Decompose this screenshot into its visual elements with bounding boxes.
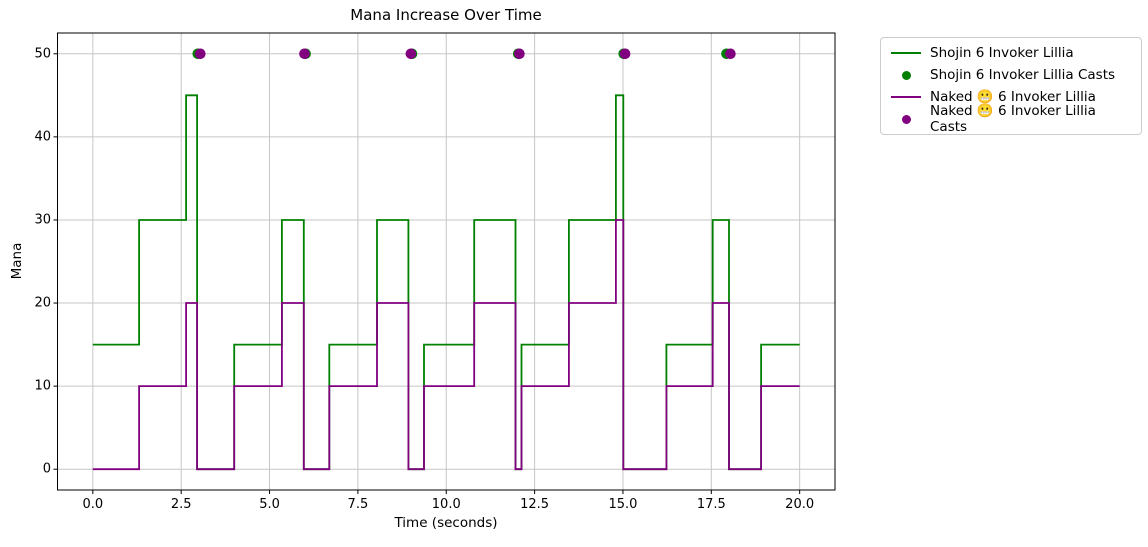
y-tick-label: 40 [34,129,51,145]
cast-dot-naked [514,48,525,60]
cast-dot-naked [619,48,631,60]
green-dot-swatch [891,70,921,80]
legend-item-naked-casts: Naked 😬 6 Invoker Lillia Casts [891,103,1131,135]
x-axis-label: Time (seconds) [394,515,498,531]
x-tick-label: 0.0 [82,497,104,512]
legend-label: Shojin 6 Invoker Lillia Casts [930,67,1116,83]
y-tick-label: 20 [34,295,51,311]
chart-title: Mana Increase Over Time [350,6,542,24]
purple-dot-swatch [891,114,921,124]
x-tick-label: 15.0 [608,497,638,512]
x-tick-label: 17.5 [696,497,726,512]
y-tick-label: 0 [42,461,51,477]
cast-dot-naked [299,48,310,60]
legend-label: Naked 😬 6 Invoker Lillia Casts [930,103,1096,135]
legend-item-shojin-casts: Shojin 6 Invoker Lillia Casts [891,67,1131,83]
y-tick-label: 10 [34,378,51,394]
x-tick-label: 10.0 [431,497,461,512]
cast-dot-naked [195,48,206,60]
series-line-naked [92,219,800,471]
cast-dot-naked [405,48,417,60]
x-tick-label: 2.5 [170,497,192,512]
legend: Shojin 6 Invoker Lillia Shojin 6 Invoker… [880,37,1142,135]
green-line-swatch [891,52,921,54]
legend-item-naked-line: Naked 😬 6 Invoker Lillia [891,89,1131,105]
purple-line-swatch [891,96,921,98]
legend-item-shojin-line: Shojin 6 Invoker Lillia [891,45,1131,61]
legend-label: Shojin 6 Invoker Lillia [930,45,1074,61]
x-tick-label: 12.5 [520,497,550,512]
y-axis-label: Mana [9,242,25,280]
legend-label: Naked 😬 6 Invoker Lillia [930,89,1096,105]
y-tick-label: 50 [34,46,51,62]
x-tick-label: 20.0 [785,497,815,512]
y-tick-label: 30 [34,212,51,228]
x-tick-label: 7.5 [347,497,369,512]
x-tick-label: 5.0 [259,497,280,512]
cast-dot-naked [725,48,736,60]
